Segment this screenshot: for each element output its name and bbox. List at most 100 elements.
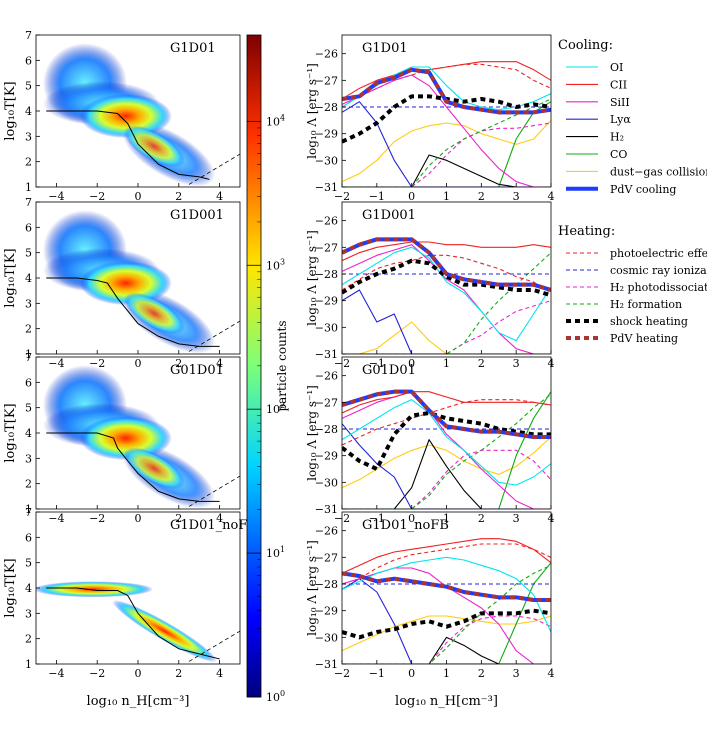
y-tick-label: −28 [315,423,338,436]
y-tick-label: −26 [315,370,338,383]
y-tick-label: 4 [25,582,32,595]
phase-density [42,210,240,354]
x-tick-label: 3 [513,667,520,680]
x-tick-label: −4 [48,190,64,203]
series-pdv_heat [342,389,551,439]
series-SiII [342,391,551,509]
y-tick-label: 7 [25,506,32,519]
y-tick-label: 1 [25,658,32,671]
legend-label: H₂ photodissociation [610,281,707,294]
x-tick-label: 0 [135,357,142,370]
panel-title: G1D01 [170,41,216,56]
phase-density [42,365,240,509]
series-pe [342,543,551,590]
median-temperature-line [46,277,220,347]
cold-gas-region [112,600,217,663]
legend-label: H₂ [610,131,624,144]
y-tick-label: −26 [315,48,338,61]
legend-label: PdV cooling [610,183,676,196]
x-tick-label: 3 [513,357,520,370]
x-tick-label: −4 [48,512,64,525]
rate-curves [342,237,551,354]
median-temperature-line [46,587,220,660]
series-h2f [342,393,551,509]
panel-title: G1D01 [362,41,408,56]
y-tick-label: 6 [25,376,32,389]
phase-density [42,43,240,187]
series-dust [342,321,551,354]
reference-line [188,475,240,507]
cooling-branch-region [124,125,185,168]
y-tick-label: 2 [25,633,32,646]
y-tick-label: −31 [315,181,338,194]
y-tick-label: 2 [25,156,32,169]
x-tick-label: 4 [216,667,223,680]
x-tick-label: −2 [89,190,105,203]
y-tick-label: 6 [25,54,32,67]
series-SiII [342,74,551,187]
y-tick-label: −30 [315,476,338,489]
x-tick-label: −2 [334,667,350,680]
series-h2pd [342,449,551,509]
x-tick-label: 0 [408,190,415,203]
y-tick-label: 4 [25,427,32,440]
legend-label: PdV heating [610,332,678,345]
y-tick-label: −29 [315,128,338,141]
cooling-branch-region [124,292,185,335]
x-tick-label: −1 [369,512,385,525]
y-tick-label: −27 [315,241,338,254]
warm-gas-region [36,581,154,598]
x-tick-label: −1 [369,190,385,203]
y-tick-label: 3 [25,607,32,620]
x-tick-label: 1 [443,190,450,203]
phase-diagrams: 1 2 3 4 5 6 7 −4 −2 0 2 4 G1D01 log₁₀T[K] 1 2 3 4 5 6 7 −4 −2 0… [3,29,257,709]
x-tick-label: 0 [135,190,142,203]
series-pdv_heat [342,237,551,292]
legend-cooling: Cooling: OI CII SiII Lyα H₂ CO dust−gas collisi… [558,38,707,196]
x-tick-label: −4 [48,357,64,370]
y-axis-label: log₁₀ Λ [erg s⁻¹] [305,540,319,636]
series-Lya [342,423,551,509]
x-tick-label: 4 [216,190,223,203]
rate-curves [342,389,551,509]
colorbar-tick-label: 103 [266,257,285,272]
phase-density [36,581,240,663]
x-tick-label: 4 [216,512,223,525]
median-temperature-line [46,432,220,502]
y-tick-label: 7 [25,196,32,209]
reference-line [188,153,240,185]
series-H2 [342,154,551,187]
series-shock [342,258,551,298]
series-pe [342,254,551,294]
x-tick-label: −1 [369,667,385,680]
x-tick-label: 0 [135,667,142,680]
x-tick-label: 2 [175,667,182,680]
y-tick-label: 5 [25,80,32,93]
x-tick-label: 0 [408,667,415,680]
x-tick-label: 1 [443,667,450,680]
y-tick-label: 1 [25,503,32,516]
y-tick-label: 3 [25,297,32,310]
y-tick-label: 1 [25,181,32,194]
y-tick-label: 6 [25,531,32,544]
series-dust [342,119,551,183]
panel-title: G01D01 [362,363,416,378]
series-pdv_cool [342,389,551,439]
series-CO [342,562,551,664]
series-h2f [342,98,551,187]
series-Lya [342,101,551,187]
series-pe [342,399,551,446]
y-tick-label: 7 [25,29,32,42]
y-tick-label: −27 [315,551,338,564]
y-tick-label: 4 [25,105,32,118]
y-tick-label: −29 [315,605,338,618]
x-tick-label: 1 [443,512,450,525]
x-tick-label: 2 [478,667,485,680]
y-axis-label: log₁₀ Λ [erg s⁻¹] [305,63,319,159]
series-dust [342,615,551,652]
